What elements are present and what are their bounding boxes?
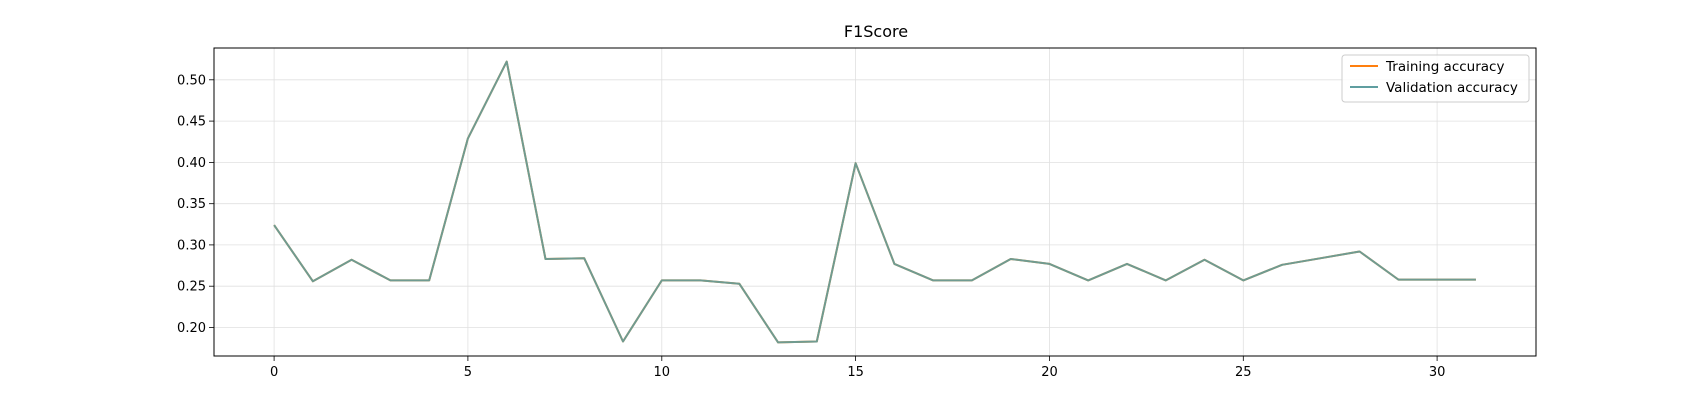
y-tick-label: 0.35 bbox=[177, 197, 206, 212]
legend-box bbox=[1341, 54, 1530, 103]
legend: Training accuracy Validation accuracy bbox=[1341, 54, 1530, 103]
y-tick-label: 0.40 bbox=[177, 156, 206, 171]
x-tick-label: 10 bbox=[654, 365, 671, 380]
x-tick-label: 20 bbox=[1041, 365, 1058, 380]
x-tick-label: 15 bbox=[847, 365, 864, 380]
x-axis: 0 5 10 15 20 25 30 bbox=[270, 356, 1445, 380]
x-tick-label: 25 bbox=[1235, 365, 1252, 380]
series-line-training bbox=[273, 60, 1476, 344]
chart-title: F1Score bbox=[844, 22, 908, 41]
y-axis: 0.20 0.25 0.30 0.35 0.40 0.45 0.50 bbox=[177, 73, 214, 336]
y-tick-label: 0.50 bbox=[177, 73, 206, 88]
series-layer bbox=[273, 60, 1476, 344]
y-tick-label: 0.20 bbox=[177, 321, 206, 336]
y-tick-label: 0.25 bbox=[177, 280, 206, 295]
y-tick-label: 0.30 bbox=[177, 238, 206, 253]
legend-label-validation: Validation accuracy bbox=[1386, 80, 1518, 96]
grid bbox=[214, 48, 1536, 356]
x-tick-label: 0 bbox=[270, 365, 278, 380]
legend-label-training: Training accuracy bbox=[1385, 59, 1504, 75]
x-tick-label: 5 bbox=[464, 365, 472, 380]
x-tick-label: 30 bbox=[1429, 365, 1446, 380]
plot-frame bbox=[213, 47, 1537, 357]
y-tick-label: 0.45 bbox=[177, 115, 206, 130]
series-line-validation bbox=[273, 60, 1476, 344]
